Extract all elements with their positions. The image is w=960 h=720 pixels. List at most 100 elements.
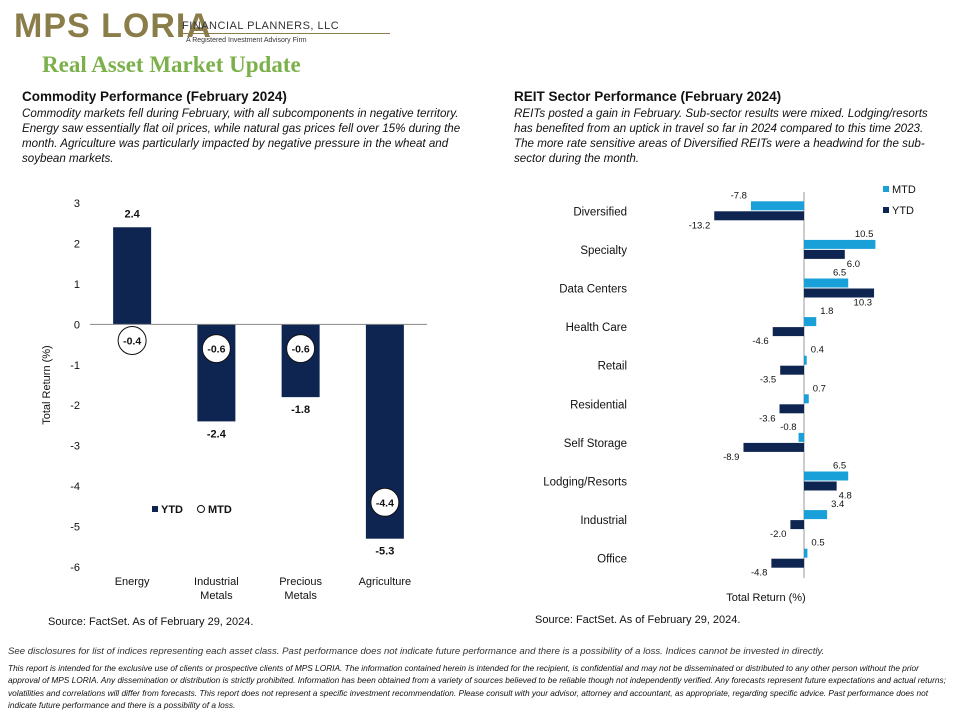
category-label: Data Centers xyxy=(559,284,627,296)
bar-ytd-specialty xyxy=(804,249,845,259)
data-label-mtd: 0.5 xyxy=(811,538,824,549)
category-label: Lodging/Resorts xyxy=(543,477,627,489)
y-tick-label: 0 xyxy=(74,319,80,331)
disclaimer-long: This report is intended for the exclusiv… xyxy=(8,663,946,710)
data-label-ytd: -4.6 xyxy=(752,336,768,347)
commodity-source-note: Source: FactSet. As of February 29, 2024… xyxy=(48,616,254,628)
data-label-ytd: -3.5 xyxy=(760,375,776,386)
y-tick-label: 1 xyxy=(74,279,80,291)
legend-label-mtd: MTD xyxy=(892,184,916,196)
data-label-mtd: -4.4 xyxy=(376,497,394,509)
marker-mtd-agriculture xyxy=(370,487,400,517)
category-label: Precious xyxy=(279,576,322,588)
bar-ytd-health-care xyxy=(772,327,804,337)
data-label-ytd: -2.0 xyxy=(770,529,786,540)
category-label: Metals xyxy=(200,590,233,602)
reit-section-title: REIT Sector Performance (February 2024) xyxy=(514,89,782,104)
logo-divider xyxy=(180,33,390,34)
category-label: Self Storage xyxy=(564,438,627,450)
data-label-mtd: -0.6 xyxy=(292,344,310,356)
reit-sector-performance-chart: Diversified -7.8 -13.2 Specialty 10.5 6.0 Data… xyxy=(543,184,916,604)
bar-ytd-residential xyxy=(779,404,804,414)
bar-mtd-diversified xyxy=(750,201,804,211)
commodity-section-title: Commodity Performance (February 2024) xyxy=(22,89,287,104)
data-label-ytd: -3.6 xyxy=(759,413,775,424)
legend-label-ytd: YTD xyxy=(161,504,183,516)
data-label-ytd: -1.8 xyxy=(291,404,310,416)
data-label-ytd: -13.2 xyxy=(689,220,711,231)
category-label: Agriculture xyxy=(359,576,412,588)
commodity-performance-chart: 3 2 1 0 -1 -2 -3 -4 -5 -6 Total Return (%) 2.4 -0.4 E… xyxy=(41,198,427,602)
data-label-ytd: 6.0 xyxy=(847,259,860,270)
data-label-mtd: 1.8 xyxy=(820,306,833,317)
bar-ytd-self-storage xyxy=(743,442,804,452)
category-label: Metals xyxy=(284,590,317,602)
data-label-mtd: 6.5 xyxy=(833,461,846,472)
bar-ytd-diversified xyxy=(714,211,804,221)
y-tick-label: -1 xyxy=(70,360,80,372)
x-axis-title: Total Return (%) xyxy=(726,592,805,604)
legend-label-mtd: MTD xyxy=(208,504,232,516)
page-title: Real Asset Market Update xyxy=(42,52,301,77)
y-tick-label: -5 xyxy=(70,522,80,534)
category-label: Specialty xyxy=(580,245,627,257)
bar-mtd-office xyxy=(804,548,808,558)
y-tick-label: 2 xyxy=(74,238,80,250)
y-tick-label: -3 xyxy=(70,441,80,453)
marker-mtd-precious-metals xyxy=(286,334,316,364)
bar-ytd-data-centers xyxy=(804,288,875,298)
bar-ytd-office xyxy=(771,558,804,568)
y-tick-label: -6 xyxy=(70,562,80,574)
data-label-mtd: 6.5 xyxy=(833,268,846,279)
marker-mtd-industrial-metals xyxy=(201,334,231,364)
legend-swatch-mtd xyxy=(197,505,205,513)
y-tick-label: 3 xyxy=(74,198,80,210)
bar-mtd-data-centers xyxy=(804,278,849,288)
category-label: Health Care xyxy=(566,322,627,334)
reit-section-description: REITs posted a gain in February. Sub-sec… xyxy=(514,107,928,165)
bar-ytd-retail xyxy=(780,365,804,375)
category-label: Diversified xyxy=(573,206,627,218)
reit-source-note: Source: FactSet. As of February 29, 2024… xyxy=(535,614,741,626)
y-axis-title: Total Return (%) xyxy=(41,345,53,424)
data-label-ytd: 2.4 xyxy=(124,208,140,220)
category-label: Retail xyxy=(598,361,627,373)
data-label-mtd: -7.8 xyxy=(731,190,747,201)
category-label: Industrial xyxy=(580,515,627,527)
bar-ytd-lodging-resorts xyxy=(804,481,837,491)
category-label: Office xyxy=(597,554,627,566)
logo-wordmark: MPS LORIA xyxy=(14,7,212,45)
data-label-mtd: -0.4 xyxy=(123,336,141,348)
data-label-mtd: 10.5 xyxy=(855,229,874,240)
bar-ytd-energy xyxy=(113,227,152,325)
data-label-mtd: -0.8 xyxy=(780,422,796,433)
data-label-ytd: -5.3 xyxy=(375,546,394,558)
bar-mtd-retail xyxy=(804,355,807,365)
bar-mtd-health-care xyxy=(804,317,817,327)
data-label-mtd: 0.4 xyxy=(811,345,824,356)
data-label-mtd: 0.7 xyxy=(813,383,826,394)
y-tick-label: -2 xyxy=(70,400,80,412)
data-label-ytd: -8.9 xyxy=(723,452,739,463)
legend-label-ytd: YTD xyxy=(892,205,914,217)
data-label-ytd: -4.8 xyxy=(751,568,767,579)
bar-mtd-lodging-resorts xyxy=(804,471,849,481)
logo-subtagline: A Registered Investment Advisory Firm xyxy=(186,37,307,44)
category-label: Energy xyxy=(115,576,150,588)
data-label-ytd: -2.4 xyxy=(207,428,227,440)
data-label-ytd: 10.3 xyxy=(854,298,873,309)
category-label: Residential xyxy=(570,399,627,411)
legend-swatch-ytd xyxy=(152,506,158,512)
disclaimer-short: See disclosures for list of indices repr… xyxy=(8,646,825,657)
logo-tagline: FINANCIAL PLANNERS, LLC xyxy=(182,20,340,32)
bar-ytd-industrial xyxy=(790,520,804,530)
bar-mtd-specialty xyxy=(804,239,876,249)
bar-mtd-self-storage xyxy=(798,432,804,442)
legend-swatch-ytd xyxy=(883,207,889,213)
bar-mtd-industrial xyxy=(804,510,828,520)
category-label: Industrial xyxy=(194,576,239,588)
data-label-ytd: 4.8 xyxy=(839,491,852,502)
data-label-mtd: 3.4 xyxy=(831,499,844,510)
bar-mtd-residential xyxy=(804,394,809,404)
commodity-section-description: Commodity markets fell during February, … xyxy=(22,107,461,165)
